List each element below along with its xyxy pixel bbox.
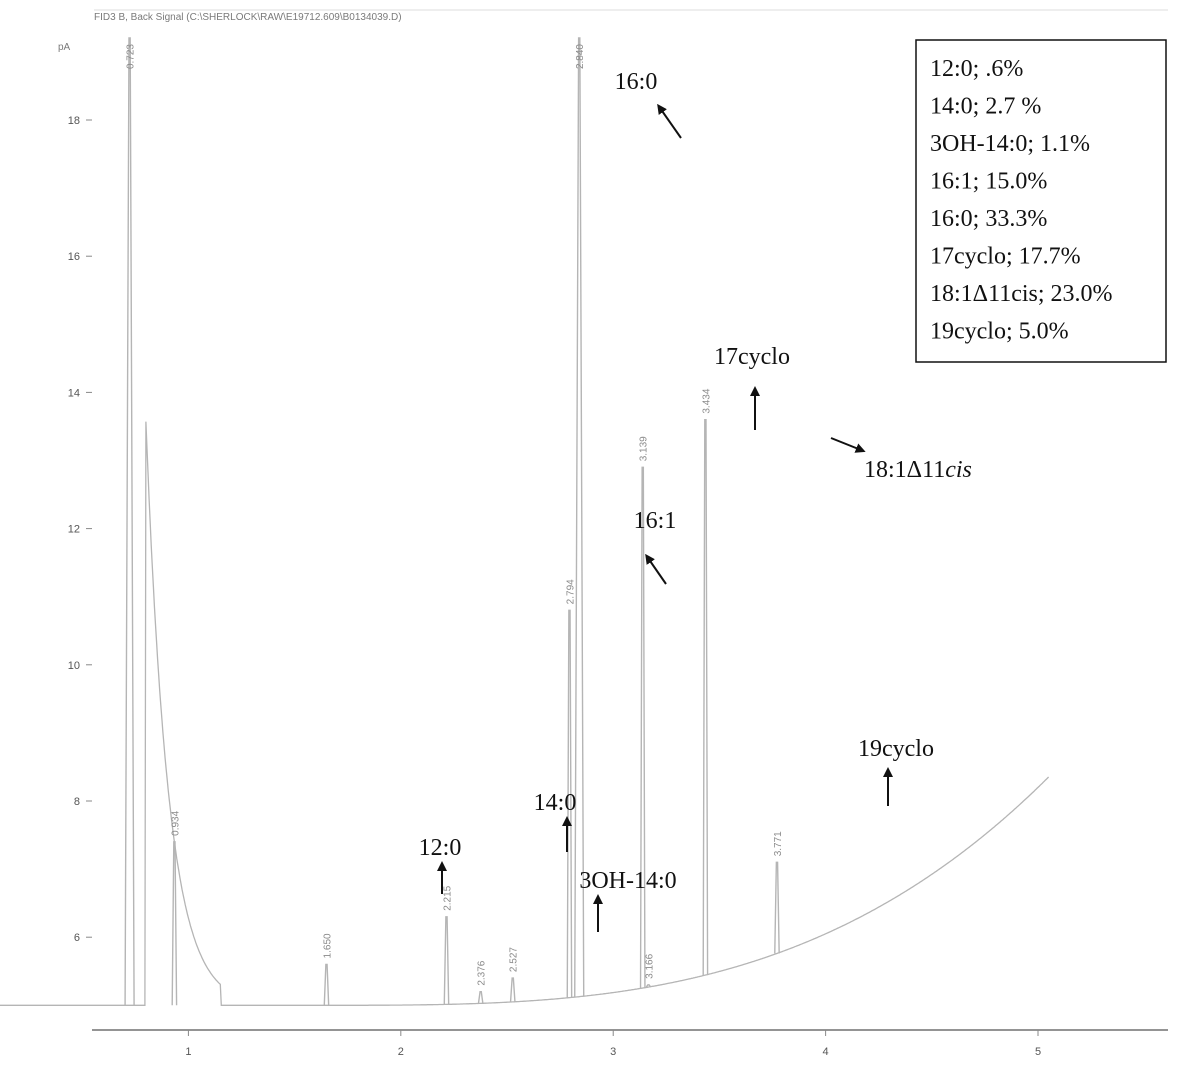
peak-annotation: 3OH-14:0 xyxy=(579,868,676,894)
legend-box xyxy=(915,39,1167,363)
peak-trace xyxy=(774,861,780,954)
peak-retention-label: 2.794 xyxy=(565,579,576,604)
legend-entry: 19cyclo; 5.0% xyxy=(930,319,1069,345)
peak-trace xyxy=(171,841,178,1006)
y-tick-label: 8 xyxy=(74,796,80,808)
annotation-arrow xyxy=(657,103,682,139)
x-tick-label: 5 xyxy=(1035,1046,1041,1058)
y-tick-label: 14 xyxy=(68,387,80,399)
y-tick-label: 10 xyxy=(68,660,80,672)
annotation-arrow xyxy=(830,437,866,453)
y-tick-label: 16 xyxy=(68,251,80,263)
peak-annotation: 16:0 xyxy=(615,69,658,95)
peak-retention-label: 1.650 xyxy=(322,933,333,958)
peak-annotation: 19cyclo xyxy=(858,736,934,762)
peak-annotation: 18:1Δ11cis xyxy=(864,457,972,483)
legend-entry: 3OH-14:0; 1.1% xyxy=(930,131,1090,157)
peak-trace xyxy=(477,990,484,1004)
y-tick-label: 6 xyxy=(74,932,80,944)
y-tick-label: 18 xyxy=(68,115,80,127)
chart-header: FID3 B, Back Signal (C:\SHERLOCK\RAW\E19… xyxy=(94,12,402,23)
peak-retention-label: 3.434 xyxy=(701,388,712,413)
peak-trace xyxy=(574,37,585,997)
x-tick-label: 3 xyxy=(610,1046,616,1058)
peak-annotation: 14:0 xyxy=(534,790,577,816)
signal-baseline xyxy=(0,421,1050,1006)
peak-retention-label: 3.771 xyxy=(773,831,784,856)
legend-entry: 18:1Δ11cis; 23.0% xyxy=(930,281,1113,307)
y-axis-unit: pA xyxy=(58,42,71,53)
peak-retention-label: 2.527 xyxy=(509,947,520,972)
peak-trace xyxy=(323,963,330,1006)
peak-trace xyxy=(124,37,135,1006)
peak-trace xyxy=(509,977,516,1002)
peak-retention-label: 2.840 xyxy=(575,44,586,69)
peak-retention-label: 2.215 xyxy=(442,885,453,910)
peak-trace xyxy=(443,916,450,1005)
peak-trace xyxy=(639,466,646,989)
peak-retention-label: 0.934 xyxy=(170,810,181,835)
legend-entry: 16:1; 15.0% xyxy=(930,169,1047,195)
legend-entry: 16:0; 33.3% xyxy=(930,206,1047,232)
peak-retention-label: 3.166 xyxy=(644,953,655,978)
peak-trace xyxy=(702,418,709,976)
legend-entry: 17cyclo; 17.7% xyxy=(930,244,1081,270)
legend-entry: 12:0; .6% xyxy=(930,56,1023,82)
legend-entry: 14:0; 2.7 % xyxy=(930,94,1041,120)
x-tick-label: 4 xyxy=(823,1046,829,1058)
peak-trace xyxy=(566,609,573,998)
peak-annotation: 16:1 xyxy=(634,508,677,534)
peak-trace xyxy=(645,984,652,988)
x-tick-label: 2 xyxy=(398,1046,404,1058)
peak-annotation: 12:0 xyxy=(419,835,462,861)
peak-retention-label: 2.376 xyxy=(477,960,488,985)
peak-retention-label: 0.723 xyxy=(126,44,137,69)
peak-retention-label: 3.139 xyxy=(639,436,650,461)
peak-annotation: 17cyclo xyxy=(714,344,790,370)
x-tick-label: 1 xyxy=(185,1046,191,1058)
annotation-arrow xyxy=(645,553,667,585)
y-tick-label: 12 xyxy=(68,524,80,536)
